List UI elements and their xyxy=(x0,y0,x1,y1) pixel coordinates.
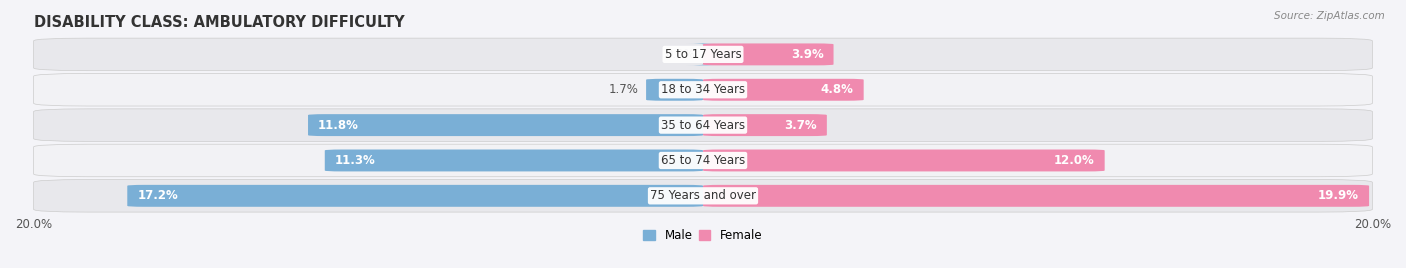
Text: 4.8%: 4.8% xyxy=(821,83,853,96)
Text: 17.2%: 17.2% xyxy=(138,189,179,202)
FancyBboxPatch shape xyxy=(703,114,827,136)
FancyBboxPatch shape xyxy=(128,185,703,207)
FancyBboxPatch shape xyxy=(34,38,1372,71)
FancyBboxPatch shape xyxy=(686,43,720,65)
Text: DISABILITY CLASS: AMBULATORY DIFFICULTY: DISABILITY CLASS: AMBULATORY DIFFICULTY xyxy=(34,15,404,30)
Text: 5 to 17 Years: 5 to 17 Years xyxy=(665,48,741,61)
Text: 0.0%: 0.0% xyxy=(665,48,695,61)
Text: 18 to 34 Years: 18 to 34 Years xyxy=(661,83,745,96)
FancyBboxPatch shape xyxy=(703,150,1105,172)
FancyBboxPatch shape xyxy=(34,144,1372,177)
Text: 65 to 74 Years: 65 to 74 Years xyxy=(661,154,745,167)
Text: 11.8%: 11.8% xyxy=(318,119,359,132)
Text: 3.7%: 3.7% xyxy=(785,119,817,132)
Text: 19.9%: 19.9% xyxy=(1317,189,1360,202)
Text: Source: ZipAtlas.com: Source: ZipAtlas.com xyxy=(1274,11,1385,21)
FancyBboxPatch shape xyxy=(34,73,1372,106)
Text: 35 to 64 Years: 35 to 64 Years xyxy=(661,119,745,132)
FancyBboxPatch shape xyxy=(34,109,1372,142)
Text: 11.3%: 11.3% xyxy=(335,154,375,167)
FancyBboxPatch shape xyxy=(308,114,703,136)
Text: 3.9%: 3.9% xyxy=(790,48,824,61)
FancyBboxPatch shape xyxy=(647,79,703,101)
Text: 1.7%: 1.7% xyxy=(609,83,638,96)
FancyBboxPatch shape xyxy=(703,185,1369,207)
Legend: Male, Female: Male, Female xyxy=(638,224,768,247)
FancyBboxPatch shape xyxy=(34,180,1372,212)
Text: 75 Years and over: 75 Years and over xyxy=(650,189,756,202)
FancyBboxPatch shape xyxy=(325,150,703,172)
FancyBboxPatch shape xyxy=(703,79,863,101)
FancyBboxPatch shape xyxy=(703,43,834,65)
Text: 12.0%: 12.0% xyxy=(1054,154,1095,167)
